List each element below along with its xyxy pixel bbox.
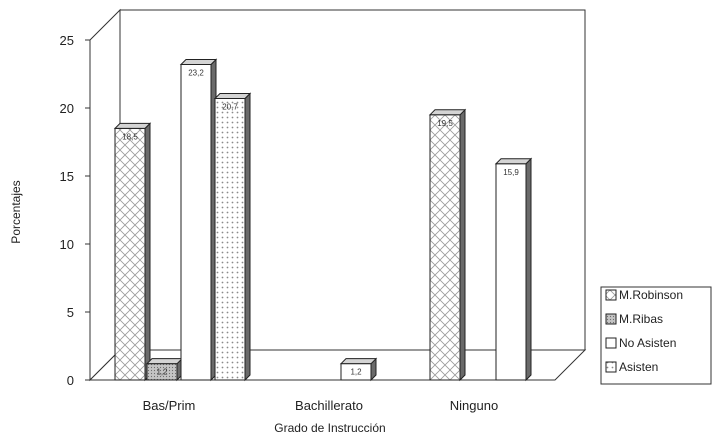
legend-label: M.Robinson — [619, 288, 683, 302]
bars-layer: 18,5 19,5 1,2 23,2 1,2 15,9 20,7 — [113, 58, 533, 382]
legend-swatch — [605, 289, 617, 301]
bar-m-robinson: 18,5 — [113, 122, 152, 382]
data-label: 20,7 — [222, 102, 238, 111]
y-tick-label: 15 — [60, 169, 74, 184]
bar-top — [113, 122, 152, 129]
bar-side — [459, 108, 466, 382]
bar-m-ribas: 1,2 — [145, 357, 184, 382]
data-label: 23,2 — [188, 68, 204, 77]
bar-top — [428, 109, 467, 116]
bar-top — [213, 92, 252, 99]
bar-front — [180, 63, 212, 381]
y-tick-label: 5 — [67, 305, 74, 320]
legend-box — [600, 286, 712, 385]
y-tick-label: 10 — [60, 237, 74, 252]
y-axis-title: Porcentajes — [9, 180, 23, 243]
bar-no-asisten: 15,9 — [494, 157, 533, 382]
bar-no-asisten: 23,2 — [179, 58, 218, 382]
bar-front — [495, 163, 527, 381]
y-tick-label: 25 — [60, 33, 74, 48]
data-label: 19,5 — [437, 119, 453, 128]
x-category-label: Ninguno — [450, 398, 498, 413]
bar-asisten: 20,7 — [213, 92, 252, 382]
data-label: 1,2 — [350, 368, 362, 377]
x-axis: Bas/Prim Bachillerato Ninguno — [143, 398, 499, 413]
bar-front — [114, 127, 146, 381]
x-category-label: Bas/Prim — [143, 398, 196, 413]
legend-label: Asisten — [619, 360, 658, 374]
x-category-label: Bachillerato — [295, 398, 363, 413]
data-label: 1,2 — [156, 368, 168, 377]
bar-side — [244, 92, 251, 382]
bar-top — [339, 358, 378, 365]
data-label: 18,5 — [122, 132, 138, 141]
legend-swatch — [605, 337, 617, 349]
bar-m-robinson: 19,5 — [428, 108, 467, 382]
y-tick-label: 20 — [60, 101, 74, 116]
bar-side — [144, 122, 151, 382]
bar-top — [145, 358, 184, 365]
bar-top — [494, 158, 533, 165]
bar-top — [179, 58, 218, 65]
bar-front — [214, 97, 246, 381]
legend-swatch — [605, 313, 617, 325]
y-axis: 0 5 10 15 20 25 — [60, 33, 90, 388]
legend-swatch — [605, 361, 617, 373]
legend-label: M.Ribas — [619, 312, 663, 326]
bar-no-asisten: 1,2 — [339, 357, 378, 382]
x-axis-title: Grado de Instrucción — [274, 421, 385, 435]
y-tick-label: 0 — [67, 373, 74, 388]
data-label: 15,9 — [503, 168, 519, 177]
legend: M.Robinson M.Ribas No Asisten Asisten — [600, 286, 712, 385]
bar-front — [429, 114, 461, 381]
legend-label: No Asisten — [619, 336, 676, 350]
bar-side — [525, 157, 532, 382]
